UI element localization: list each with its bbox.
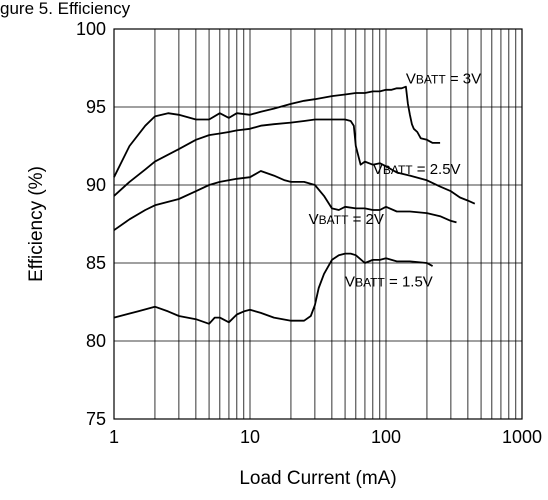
x-axis-title: Load Current (mA): [239, 468, 396, 489]
series-line-4: [113, 252, 434, 325]
y-tick-label: 85: [86, 253, 106, 273]
series-label-2: VBATT = 2.5V: [373, 161, 461, 178]
x-tick-label: 100: [371, 427, 401, 447]
tick-labels: 1 10 100 1000 75 80 85 90 95 100: [76, 19, 542, 447]
figure-caption: gure 5. Efficiency: [0, 0, 131, 18]
x-tick-label: 1000: [502, 427, 542, 447]
series-line-3: [113, 170, 457, 231]
y-tick-label: 90: [86, 175, 106, 195]
series-label-1: VBATT = 3V: [406, 71, 481, 88]
series-line-1: [113, 85, 441, 178]
series-label-3: VBATT = 2V: [309, 211, 384, 228]
y-tick-label: 80: [86, 331, 106, 351]
x-tick-label: 10: [240, 427, 260, 447]
y-axis-title: Efficiency (%): [26, 166, 47, 282]
plot-area-frame: [113, 28, 523, 420]
series-label-4: VBATT = 1.5V: [345, 273, 433, 290]
y-tick-label: 100: [76, 19, 106, 39]
series-line-2: [113, 118, 476, 205]
series-labels: VBATT = 3V VBATT = 2.5V VBATT = 2V VBATT = …: [309, 71, 481, 291]
y-tick-label: 95: [86, 97, 106, 117]
grid: [114, 29, 522, 419]
series-lines: [113, 85, 476, 325]
y-tick-label: 75: [86, 409, 106, 429]
x-tick-label: 1: [109, 427, 119, 447]
